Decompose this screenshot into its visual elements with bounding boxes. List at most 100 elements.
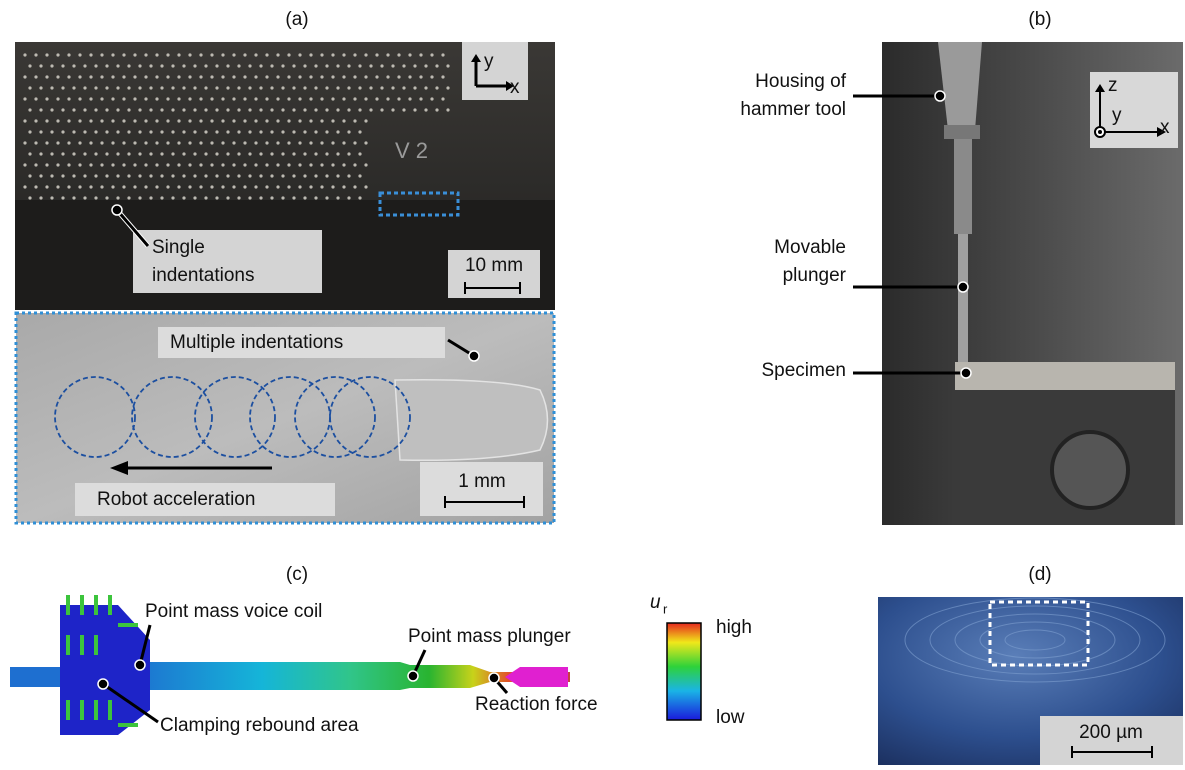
- axis-label: y: [484, 51, 494, 72]
- callout-dot: [98, 679, 108, 689]
- indentation: [226, 152, 229, 155]
- indentation: [441, 97, 444, 100]
- indentation: [248, 130, 251, 133]
- indentation: [149, 108, 152, 111]
- indentation: [23, 75, 26, 78]
- indentation: [166, 97, 169, 100]
- indentation: [72, 152, 75, 155]
- indentation: [50, 152, 53, 155]
- indentation: [193, 152, 196, 155]
- indentation: [397, 97, 400, 100]
- indentation: [424, 108, 427, 111]
- indentation: [78, 185, 81, 188]
- indentation: [364, 163, 367, 166]
- indentation: [254, 75, 257, 78]
- indentation: [281, 152, 284, 155]
- indentation: [270, 174, 273, 177]
- indentation: [287, 75, 290, 78]
- indentation: [254, 185, 257, 188]
- scale-text: 10 mm: [465, 255, 523, 276]
- indentation: [50, 86, 53, 89]
- indentation: [72, 130, 75, 133]
- indentation: [105, 196, 108, 199]
- indentation: [419, 53, 422, 56]
- callout-dot: [958, 282, 968, 292]
- indentation: [276, 75, 279, 78]
- indentation: [347, 108, 350, 111]
- indentation: [39, 174, 42, 177]
- indentation: [61, 64, 64, 67]
- indentation: [28, 108, 31, 111]
- indentation: [265, 119, 268, 122]
- indentation: [369, 86, 372, 89]
- indentation: [111, 97, 114, 100]
- indentation: [336, 130, 339, 133]
- indentation: [380, 86, 383, 89]
- indentation: [182, 108, 185, 111]
- indentation: [430, 53, 433, 56]
- indentation: [347, 86, 350, 89]
- indentation: [28, 86, 31, 89]
- indentation: [303, 152, 306, 155]
- indentation: [281, 174, 284, 177]
- indentation: [265, 185, 268, 188]
- indentation: [56, 185, 59, 188]
- indentation: [155, 97, 158, 100]
- indentation: [177, 97, 180, 100]
- indentation: [67, 119, 70, 122]
- indentation: [61, 152, 64, 155]
- indentation: [34, 119, 37, 122]
- indentation: [111, 53, 114, 56]
- indentation: [45, 163, 48, 166]
- indentation: [133, 97, 136, 100]
- indentation: [419, 75, 422, 78]
- indentation: [199, 185, 202, 188]
- indentation: [303, 174, 306, 177]
- indentation: [111, 163, 114, 166]
- panel-label: (a): [285, 9, 308, 30]
- indentation: [204, 64, 207, 67]
- indentation: [138, 152, 141, 155]
- indentation: [144, 75, 147, 78]
- indentation: [89, 75, 92, 78]
- indentation: [160, 108, 163, 111]
- indentation: [413, 64, 416, 67]
- indentation: [287, 185, 290, 188]
- indentation: [259, 108, 262, 111]
- indentation: [116, 152, 119, 155]
- indentation: [441, 53, 444, 56]
- indentation: [210, 97, 213, 100]
- panel-label: (b): [1028, 9, 1051, 30]
- indentation: [325, 152, 328, 155]
- indentation: [160, 174, 163, 177]
- indentation: [100, 75, 103, 78]
- indentation: [270, 196, 273, 199]
- indentation: [320, 53, 323, 56]
- indentation: [133, 53, 136, 56]
- indentation: [435, 64, 438, 67]
- indentation: [78, 75, 81, 78]
- indentation: [259, 174, 262, 177]
- arrow-text: Robot acceleration: [97, 489, 255, 510]
- indentation: [342, 163, 345, 166]
- indentation: [23, 141, 26, 144]
- indentation: [259, 64, 262, 67]
- indentation: [265, 53, 268, 56]
- indentation: [144, 185, 147, 188]
- indentation: [34, 141, 37, 144]
- indentation: [413, 108, 416, 111]
- indentation: [177, 53, 180, 56]
- indentation: [320, 119, 323, 122]
- indentation: [325, 64, 328, 67]
- indentation: [358, 196, 361, 199]
- indentation: [369, 64, 372, 67]
- indentation: [331, 185, 334, 188]
- indentation: [270, 108, 273, 111]
- indentation: [155, 163, 158, 166]
- indentation: [397, 53, 400, 56]
- indentation: [408, 75, 411, 78]
- indentation: [144, 119, 147, 122]
- indentation: [342, 119, 345, 122]
- indentation: [83, 130, 86, 133]
- indentation: [171, 130, 174, 133]
